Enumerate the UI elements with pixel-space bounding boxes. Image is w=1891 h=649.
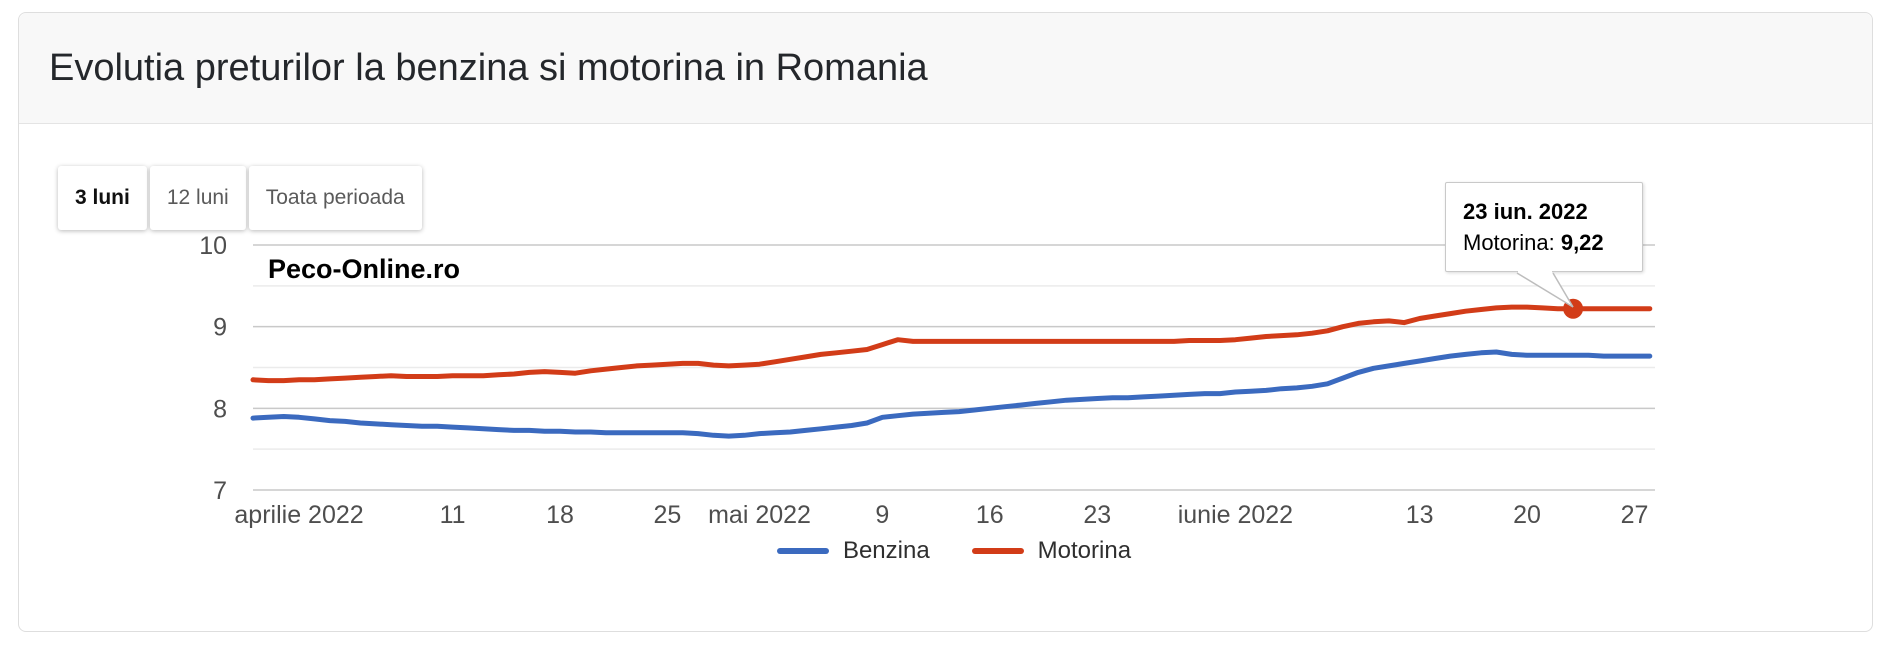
x-axis-label: 23 — [1083, 501, 1111, 529]
x-axis-label: 11 — [440, 501, 466, 529]
range-button-3-luni[interactable]: 3 luni — [58, 166, 147, 230]
x-axis-label: mai 2022 — [708, 501, 811, 529]
range-button-12-luni[interactable]: 12 luni — [149, 166, 246, 230]
legend-label-benzina: Benzina — [842, 537, 930, 564]
y-axis-label: 7 — [213, 477, 227, 505]
legend-item-motorina: Motorina — [971, 537, 1132, 565]
motorina-line — [250, 304, 1653, 384]
chart-card: Evolutia preturilor la benzina si motori… — [18, 12, 1873, 632]
watermark-text: Peco-Online.ro — [268, 254, 461, 284]
benzina-line — [250, 349, 1653, 439]
y-axis-label: 10 — [199, 232, 227, 260]
legend-item-benzina: Benzina — [776, 537, 930, 565]
chart-legend: Benzina Motorina — [253, 537, 1655, 565]
chart-tooltip: 23 iun. 2022 Motorina: 9,22 — [1445, 182, 1643, 272]
x-axis-label: 25 — [654, 501, 682, 529]
highlighted-data-point[interactable] — [1563, 298, 1584, 319]
x-axis-label: 9 — [875, 501, 889, 529]
tooltip-value: 9,22 — [1560, 230, 1604, 255]
tooltip-date: 23 iun. 2022 — [1463, 199, 1588, 224]
legend-label-motorina: Motorina — [1037, 537, 1132, 564]
x-axis-label: iunie 2022 — [1178, 501, 1293, 529]
x-axis-label: aprilie 2022 — [234, 501, 363, 529]
time-range-buttons: 3 luni 12 luni Toata perioada — [58, 166, 422, 230]
page-title: Evolutia preturilor la benzina si motori… — [49, 47, 928, 89]
y-axis-label: 9 — [213, 314, 227, 342]
x-axis-label: 27 — [1621, 501, 1649, 529]
x-axis-label: 16 — [976, 501, 1004, 529]
range-button-toata-perioada[interactable]: Toata perioada — [248, 166, 422, 230]
tooltip-value-row: Motorina: 9,22 — [1463, 227, 1642, 258]
benzina-line-swatch — [776, 548, 829, 554]
card-header: Evolutia preturilor la benzina si motori… — [19, 13, 1872, 124]
tooltip-series-label: Motorina: — [1463, 230, 1561, 255]
motorina-line-swatch — [971, 548, 1024, 554]
y-axis-label: 8 — [213, 395, 227, 423]
x-axis-label: 18 — [546, 501, 574, 529]
x-axis-label: 20 — [1513, 501, 1541, 529]
x-axis-label: 13 — [1406, 501, 1434, 529]
